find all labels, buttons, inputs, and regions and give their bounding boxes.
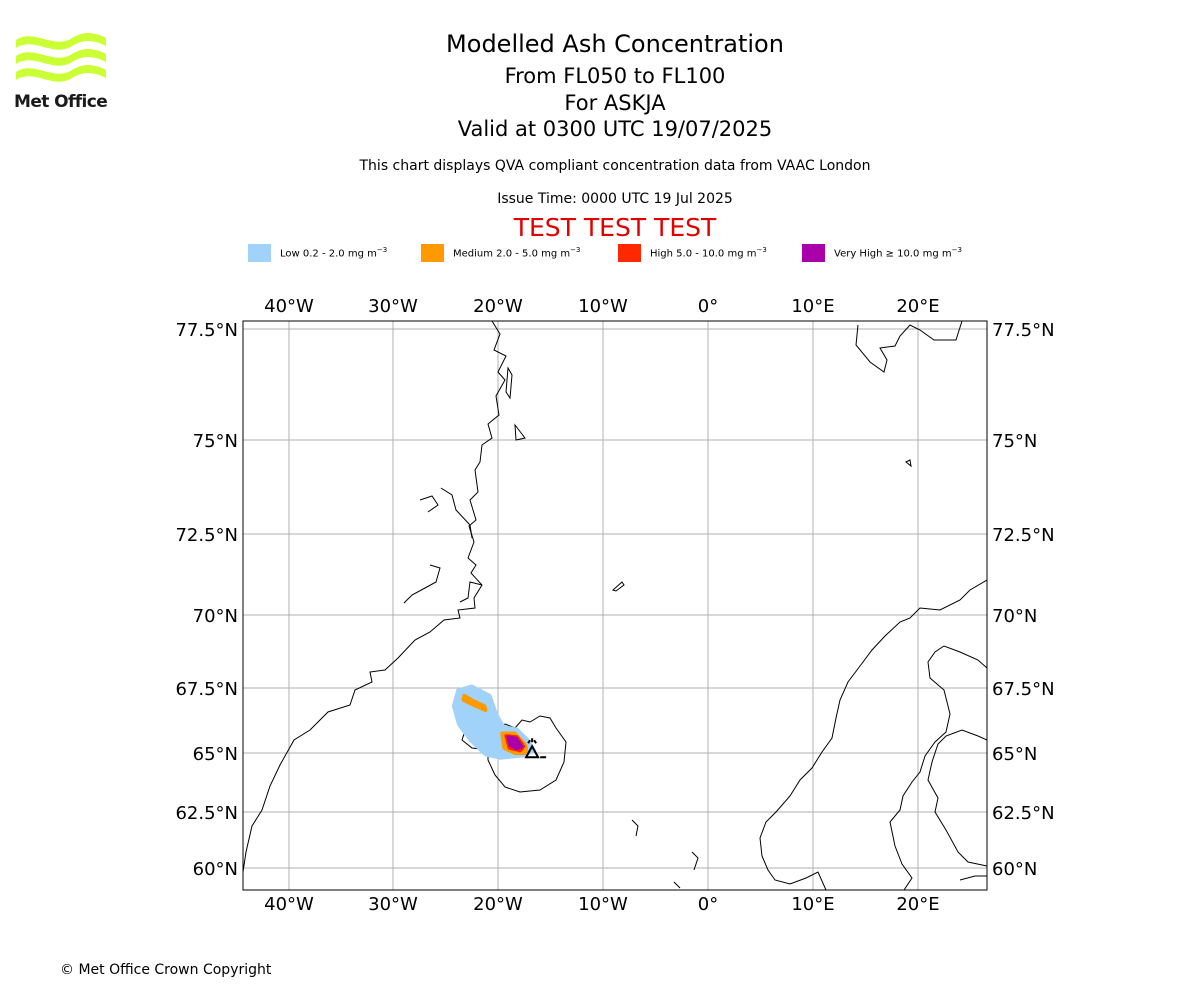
lat-tick-label-right: 72.5°N [992,525,1055,546]
map-frame [242,320,988,891]
legend-label-high: High 5.0 - 10.0 mg m−3 [650,246,767,260]
lon-tick-label-bottom: 20°E [896,894,939,915]
svalbard-coast [855,321,963,373]
greenland-island [505,366,526,441]
lat-tick-label-left: 67.5°N [175,679,238,700]
legend: Low 0.2 - 2.0 mg m−3 Medium 2.0 - 5.0 mg… [0,244,1200,264]
lon-tick-label-bottom: 20°W [473,894,523,915]
lat-tick-label-left: 65°N [193,744,238,765]
lat-tick-label-left: 62.5°N [175,803,238,824]
graticule [243,321,987,890]
lat-tick-label-left: 72.5°N [175,525,238,546]
lon-tick-label-bottom: 40°W [264,894,314,915]
lat-tick-label-right: 65°N [992,744,1037,765]
lon-tick-label-bottom: 10°E [791,894,834,915]
legend-label-very-high: Very High ≥ 10.0 mg m−3 [834,246,962,260]
sweden-coast [889,645,987,890]
legend-swatch-medium [421,244,444,262]
lon-tick-label-top: 20°W [473,296,523,317]
valid-time: Valid at 0300 UTC 19/07/2025 [457,117,773,141]
norway-coast [759,579,987,890]
lat-tick-label-right: 62.5°N [992,803,1055,824]
lon-tick-label-bottom: 10°W [578,894,628,915]
legend-swatch-very-high [802,244,825,262]
met-office-logo-text: Met Office [14,92,108,112]
lon-tick-label-top: 10°W [578,296,628,317]
chart-description: This chart displays QVA compliant concen… [359,158,871,174]
lat-tick-label-right: 70°N [992,606,1037,627]
greenland-fjord [403,487,483,604]
lon-tick-label-bottom: 0° [698,894,718,915]
scandinavia-south [959,875,987,881]
lat-tick-label-right: 67.5°N [992,679,1055,700]
coastlines [243,321,987,890]
volcano-marker [524,738,547,759]
lat-tick-label-left: 60°N [193,859,238,880]
greenland-coast [243,321,507,873]
legend-swatch-high [618,244,641,262]
lat-tick-label-right: 77.5°N [992,320,1055,341]
jan-mayen [612,581,625,592]
legend-label-low: Low 0.2 - 2.0 mg m−3 [280,246,388,260]
lat-tick-label-left: 75°N [193,431,238,452]
axis-tick-labels: 40°W 40°W 30°W 30°W 20°W 20°W 10°W 10°W 0° 0° 10°E… [175,296,1054,915]
faroe-shetland [631,819,699,889]
volcano-name: For ASKJA [564,91,666,115]
finland-coast [927,729,987,867]
lon-tick-label-top: 10°E [791,296,834,317]
ash-areas [451,684,536,760]
lon-tick-label-top: 0° [698,296,718,317]
test-banner: TEST TEST TEST [513,213,717,242]
met-office-logo: Met Office [14,30,108,112]
lat-tick-label-left: 70°N [193,606,238,627]
lat-tick-label-right: 60°N [992,859,1037,880]
copyright: © Met Office Crown Copyright [60,962,272,978]
lat-tick-label-right: 75°N [992,431,1037,452]
bear-island [905,459,912,468]
chart-title: Modelled Ash Concentration [446,30,784,58]
lon-tick-label-bottom: 30°W [368,894,418,915]
legend-label-medium: Medium 2.0 - 5.0 mg m−3 [453,246,581,260]
legend-swatch-low [248,244,271,262]
lat-tick-label-left: 77.5°N [175,320,238,341]
lon-tick-label-top: 30°W [368,296,418,317]
ash-area-very-high [506,735,524,751]
met-office-wave-icon [16,32,106,82]
flight-levels: From FL050 to FL100 [504,64,726,88]
lon-tick-label-top: 40°W [264,296,314,317]
volcano-icon [524,738,547,759]
lon-tick-label-top: 20°E [896,296,939,317]
ash-area-medium [461,693,488,713]
issue-time: Issue Time: 0000 UTC 19 Jul 2025 [497,191,733,207]
